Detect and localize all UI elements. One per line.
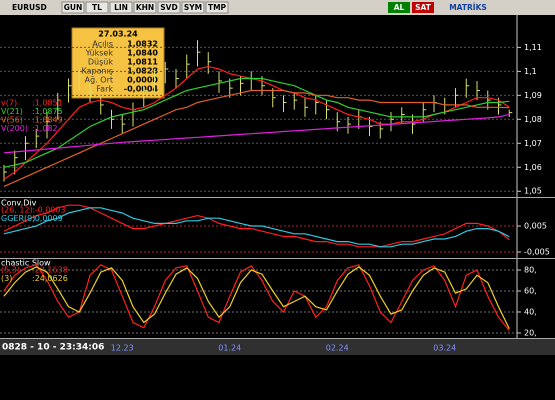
y-tick-label: 1,06 (524, 163, 542, 172)
series-line (3, 204, 510, 248)
y-tick-label: 0,005 (524, 222, 547, 231)
toolbar-button-label: TMP (208, 3, 227, 12)
toolbar-button-label: SVD (160, 3, 177, 12)
legend-value: :22,1638 (32, 266, 68, 275)
y-tick-label: 1,07 (524, 139, 542, 148)
buy-label: AL (394, 3, 405, 12)
panel-title: Conv.Div (1, 199, 37, 208)
x-tick-label: 12.23 (111, 344, 134, 353)
x-tick-label: 03.24 (433, 344, 456, 353)
legend-name: v(7) (1, 99, 17, 108)
symbol: EURUSD (12, 3, 47, 12)
series-line (3, 207, 510, 248)
tooltip-value: 1,0840 (127, 49, 158, 58)
legend-value: :24,0626 (32, 274, 68, 283)
legend-name: (26, 12) (1, 206, 33, 215)
series-line (3, 266, 510, 329)
status-bar (0, 339, 555, 355)
legend-value: :-0,0003 (32, 206, 66, 215)
y-tick-label: 1,11 (524, 43, 542, 52)
toolbar-button[interactable] (133, 1, 157, 14)
series-line (3, 89, 510, 187)
tooltip-value: 1,0832 (127, 40, 158, 49)
x-tick-label: 01.24 (218, 344, 241, 353)
status-text: 0828 - 10 - 23:34:06 (2, 343, 104, 353)
toolbar-button[interactable] (85, 1, 109, 14)
legend-value: :1,0849 (32, 116, 63, 125)
legend-value: :1,0851 (32, 99, 63, 108)
tooltip-value: 0,0000 (127, 76, 158, 85)
panel-title: chastic Slow (1, 259, 51, 268)
sell-label: SAT (415, 3, 432, 12)
legend-name: V(56) (1, 116, 23, 125)
toolbar-button[interactable] (109, 1, 133, 14)
y-tick-label: 80, (524, 266, 537, 275)
sell-button[interactable] (412, 2, 434, 13)
toolbar-button-label: SYM (184, 3, 202, 12)
buy-button[interactable] (388, 2, 410, 13)
tooltip-label: Düşük (88, 58, 113, 67)
series-line (3, 65, 510, 180)
tooltip-value: -0,0004 (124, 85, 159, 94)
tooltip-label: Ağ. Ort (85, 76, 113, 85)
tooltip (71, 27, 165, 99)
legend-name: V(200) (1, 124, 28, 133)
legend-value: :1,0875 (32, 107, 63, 116)
toolbar-button[interactable] (205, 1, 229, 14)
x-tick-label: 02.24 (326, 344, 349, 353)
series-line (3, 113, 510, 154)
y-tick-label: 1,09 (524, 91, 542, 100)
y-tick-label: 20, (524, 328, 537, 337)
series-line (3, 264, 510, 332)
tooltip-value: 1,0811 (127, 58, 158, 67)
legend-value: :0,0009 (32, 214, 63, 223)
toolbar-button[interactable] (181, 1, 205, 14)
brand: MATRİKS (449, 3, 487, 12)
toolbar-button-label: KHN (136, 3, 154, 12)
y-tick-label: 1,08 (524, 115, 542, 124)
toolbar-button[interactable] (157, 1, 181, 14)
toolbar-button-label: TL (92, 3, 102, 12)
y-tick-label: 1,05 (524, 187, 542, 196)
legend-name: (3) (1, 274, 12, 283)
legend-name: (5,3) (1, 266, 20, 275)
tooltip-date: 27.03.24 (98, 30, 138, 39)
y-tick-label: 1,1 (524, 67, 537, 76)
legend-name: V(21) (1, 107, 23, 116)
tooltip-label: Yüksek (85, 49, 114, 58)
toolbar-button-label: GUN (64, 3, 83, 12)
tooltip-label: Fark (96, 85, 113, 94)
y-tick-label: -0,005 (524, 248, 550, 257)
tooltip-value: 1,0828 (127, 67, 158, 76)
tooltip-label: Açılış (92, 40, 113, 49)
toolbar-button-label: LIN (114, 3, 128, 12)
y-tick-label: 40, (524, 307, 537, 316)
legend-name: GGER(9) (1, 214, 35, 223)
legend-value: :1,082 (32, 124, 58, 133)
series-line (3, 77, 510, 168)
y-tick-label: 60, (524, 286, 537, 295)
toolbar-button[interactable] (61, 1, 85, 14)
